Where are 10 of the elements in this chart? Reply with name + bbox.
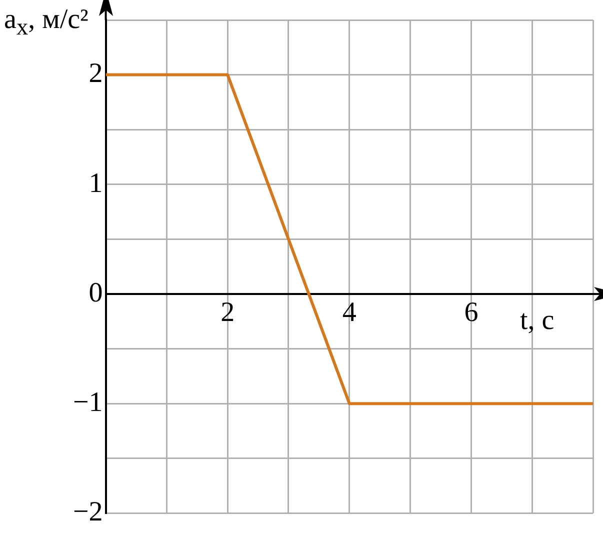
y-tick-label: 0: [88, 277, 103, 308]
y-tick-label: 2: [88, 58, 103, 90]
y-tick-label: 1: [88, 168, 103, 199]
x-tick-label: 4: [342, 297, 356, 328]
y-tick-label: −1: [72, 386, 103, 418]
x-tick-label: 2: [220, 297, 235, 328]
x-axis-title: t, с: [520, 305, 554, 337]
y-axis-title: a$_{x}$, м/с²: [4, 4, 88, 42]
y-tick-label: −2: [72, 496, 103, 528]
x-tick-label: 6: [464, 297, 478, 328]
